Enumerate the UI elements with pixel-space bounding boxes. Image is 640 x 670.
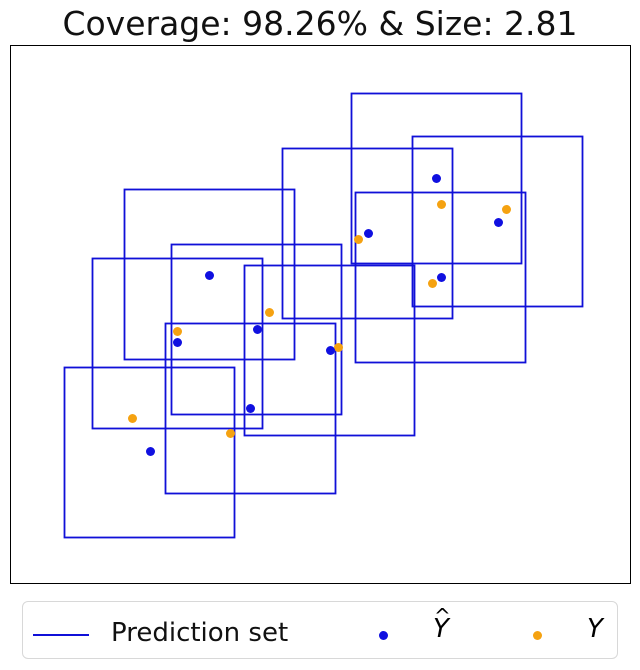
y-point-2 [502, 205, 511, 214]
prediction-set-box-6 [170, 243, 343, 416]
yhat-point-3 [364, 229, 373, 238]
yhat-point-9 [246, 404, 255, 413]
y-point-3 [354, 235, 363, 244]
prediction-set-box-7 [91, 257, 264, 430]
prediction-set-boxes [63, 92, 584, 539]
prediction-set-box-4 [354, 191, 527, 364]
legend-label-prediction-set: Prediction set [111, 618, 289, 648]
legend-label-yhat-hat: ^ [434, 604, 451, 628]
yhat-point-6 [253, 325, 262, 334]
yhat-point-8 [326, 346, 335, 355]
legend-line-swatch [33, 634, 89, 636]
legend-label-y: Y [587, 614, 603, 644]
y-point-8 [128, 414, 137, 423]
legend-marker-yhat [379, 631, 388, 640]
y-point-5 [265, 308, 274, 317]
y-point-1 [437, 200, 446, 209]
prediction-set-box-2 [411, 135, 584, 308]
yhat-point-10 [146, 447, 155, 456]
scatter-plot [10, 45, 631, 584]
prediction-set-box-3 [281, 147, 454, 320]
y-point-7 [334, 343, 343, 352]
prediction-set-box-8 [243, 264, 416, 437]
yhat-point-5 [205, 271, 214, 280]
yhat-point-1 [432, 174, 441, 183]
yhat-point-2 [494, 218, 503, 227]
chart-title: Coverage: 98.26% & Size: 2.81 [62, 4, 578, 43]
y-point-4 [428, 279, 437, 288]
legend-label-yhat-letter: Y [433, 614, 449, 644]
legend: Prediction set Y ^ Y [22, 601, 618, 659]
prediction-set-box-10 [63, 366, 236, 539]
legend-label-yhat: Y ^ [433, 604, 451, 646]
legend-marker-y [533, 631, 542, 640]
prediction-set-box-1 [350, 92, 523, 265]
yhat-point-7 [173, 338, 182, 347]
yhat-points [146, 174, 503, 456]
prediction-set-box-9 [164, 322, 337, 495]
y-points [128, 200, 511, 438]
yhat-point-4 [437, 273, 446, 282]
plot-frame [10, 45, 631, 584]
y-point-9 [226, 429, 235, 438]
prediction-set-box-5 [123, 188, 296, 361]
y-point-6 [173, 327, 182, 336]
